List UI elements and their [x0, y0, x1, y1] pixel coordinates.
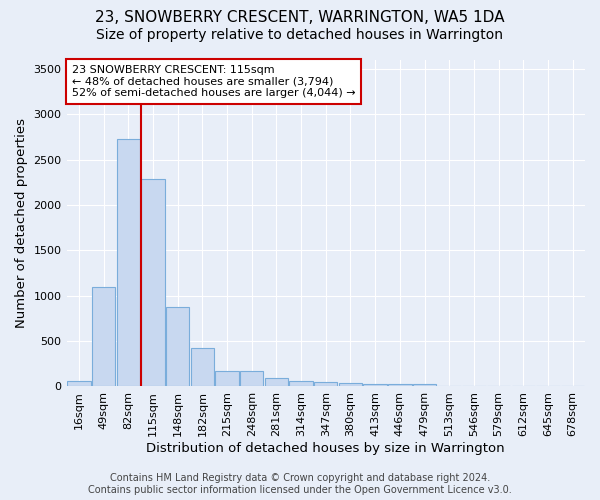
Bar	[141, 179, 164, 386]
Bar	[364, 384, 387, 386]
Bar	[166, 306, 190, 386]
Bar	[116, 139, 140, 386]
Bar	[289, 381, 313, 386]
Bar	[339, 384, 362, 386]
Bar	[314, 382, 337, 386]
Text: Size of property relative to detached houses in Warrington: Size of property relative to detached ho…	[97, 28, 503, 42]
Bar	[191, 348, 214, 387]
Bar	[67, 382, 91, 386]
Bar	[215, 371, 239, 386]
X-axis label: Distribution of detached houses by size in Warrington: Distribution of detached houses by size …	[146, 442, 505, 455]
Bar	[388, 384, 412, 386]
Text: 23 SNOWBERRY CRESCENT: 115sqm
← 48% of detached houses are smaller (3,794)
52% o: 23 SNOWBERRY CRESCENT: 115sqm ← 48% of d…	[72, 65, 355, 98]
Bar	[240, 372, 263, 386]
Bar	[92, 286, 115, 386]
Text: Contains HM Land Registry data © Crown copyright and database right 2024.
Contai: Contains HM Land Registry data © Crown c…	[88, 474, 512, 495]
Bar	[265, 378, 288, 386]
Y-axis label: Number of detached properties: Number of detached properties	[15, 118, 28, 328]
Bar	[413, 384, 436, 386]
Text: 23, SNOWBERRY CRESCENT, WARRINGTON, WA5 1DA: 23, SNOWBERRY CRESCENT, WARRINGTON, WA5 …	[95, 10, 505, 25]
